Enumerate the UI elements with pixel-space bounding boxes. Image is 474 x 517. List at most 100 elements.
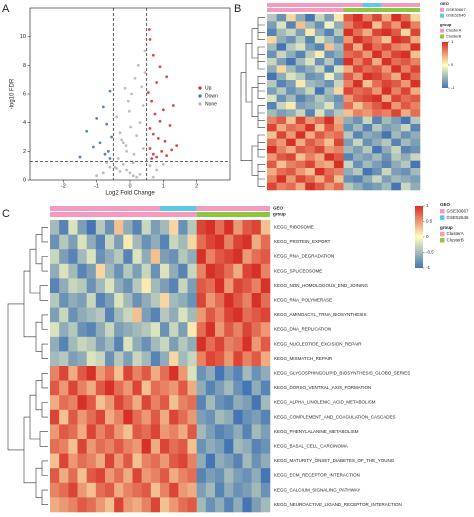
heatmap-cell (77, 336, 87, 352)
point (151, 132, 155, 136)
heatmap-cell (391, 72, 402, 81)
heatmap-cell (343, 28, 354, 37)
heatmap-cell (178, 278, 188, 294)
heatmap-cell (251, 453, 262, 469)
heatmap-cell (233, 409, 243, 425)
heatmap-cell (141, 395, 152, 411)
heatmap-cell (224, 322, 234, 338)
heatmap-cell (86, 468, 97, 484)
heatmap-cell (150, 278, 161, 294)
heatmap-cell (160, 482, 170, 498)
heatmap-cell (59, 234, 69, 250)
point (116, 157, 120, 160)
heatmap-cell (324, 175, 335, 183)
heatmap-cell (77, 468, 87, 484)
heatmap-cell (68, 336, 78, 352)
heatmap-cell (150, 366, 161, 381)
heatmap-cell (381, 116, 392, 125)
point (120, 138, 124, 142)
point (135, 134, 139, 137)
heatmap-cell (77, 351, 87, 367)
heatmap-cell (233, 322, 243, 338)
heatmap-cell (50, 439, 60, 454)
heatmap-cell (215, 468, 225, 484)
panel-label: C (2, 208, 10, 220)
heatmap-cell (105, 453, 115, 469)
heatmap-cell (314, 21, 325, 29)
point (95, 174, 99, 178)
heatmap-cell (305, 28, 316, 37)
heatmap-cell (77, 482, 87, 498)
heatmap-cell (410, 14, 421, 22)
heatmap-cell (314, 109, 325, 117)
heatmap-cell (410, 160, 421, 169)
heatmap-cell (141, 293, 152, 308)
heatmap-cell (169, 453, 179, 469)
heatmap-cell (123, 293, 133, 308)
heatmap-cell (381, 182, 392, 191)
heatmap-cell (68, 497, 78, 513)
heatmap-cell (381, 36, 392, 44)
heatmap-cell (205, 453, 216, 469)
heatmap-cell (187, 366, 197, 381)
heatmap-cell (224, 351, 234, 367)
point (171, 104, 175, 107)
heatmap-cell (343, 168, 354, 176)
heatmap-cell (141, 497, 152, 513)
heatmap-cell (305, 65, 316, 73)
heatmap-cell (114, 439, 124, 454)
heatmap-cell (141, 468, 152, 484)
row-label: KEGG_RNA_POLYMERASE (274, 297, 332, 302)
heatmap-cell (372, 87, 383, 95)
y-axis-label: -log10 FDR (10, 78, 16, 109)
point (118, 131, 122, 135)
heatmap-cell (286, 65, 296, 73)
point (140, 85, 144, 89)
point (155, 168, 159, 172)
heatmap-cell (372, 116, 383, 125)
heatmap-cell (196, 482, 207, 498)
heatmap-cell (114, 395, 124, 411)
point (78, 155, 82, 159)
heatmap-cell (381, 43, 392, 51)
heatmap-cell (324, 160, 335, 169)
heatmap-cell (86, 366, 97, 381)
heatmap-cell (86, 263, 97, 279)
heatmap-cell (267, 116, 277, 125)
row-dendrogram-b (240, 17, 265, 187)
heatmap-cell (381, 80, 392, 88)
heatmap-cell (362, 175, 373, 183)
row-dendrogram-c (7, 227, 48, 505)
heatmap-cell (150, 336, 161, 352)
heatmap-cell (141, 439, 152, 454)
heatmap-cell (86, 278, 97, 294)
heatmap-cell (305, 168, 316, 176)
heatmap-cell (391, 160, 402, 169)
heatmap-cell (381, 72, 392, 81)
heatmap-cell (160, 424, 170, 440)
heatmap-cell (242, 482, 252, 498)
heatmap-cell (215, 322, 225, 338)
point (148, 126, 152, 130)
heatmap-cell (362, 153, 373, 161)
heatmap-cell (372, 72, 383, 81)
heatmap-cell (233, 249, 243, 265)
heatmap-cell (353, 43, 363, 51)
heatmap-cell (205, 424, 216, 440)
heatmap-cell (362, 146, 373, 154)
legend-title: group (440, 22, 452, 27)
heatmap-cell (286, 182, 296, 191)
heatmap-cell (215, 366, 225, 381)
heatmap-cell (314, 43, 325, 51)
heatmap-cell (362, 138, 373, 147)
heatmap-cell (333, 65, 344, 73)
heatmap-cell (123, 424, 133, 440)
heatmap-cell (150, 307, 161, 323)
heatmap-cell (215, 424, 225, 440)
heatmap-cell (353, 102, 363, 110)
heatmap-cell (314, 28, 325, 37)
heatmap-cell (233, 307, 243, 323)
heatmap-cell (314, 146, 325, 154)
heatmap-cell (267, 102, 277, 110)
heatmap-cell (286, 102, 296, 110)
